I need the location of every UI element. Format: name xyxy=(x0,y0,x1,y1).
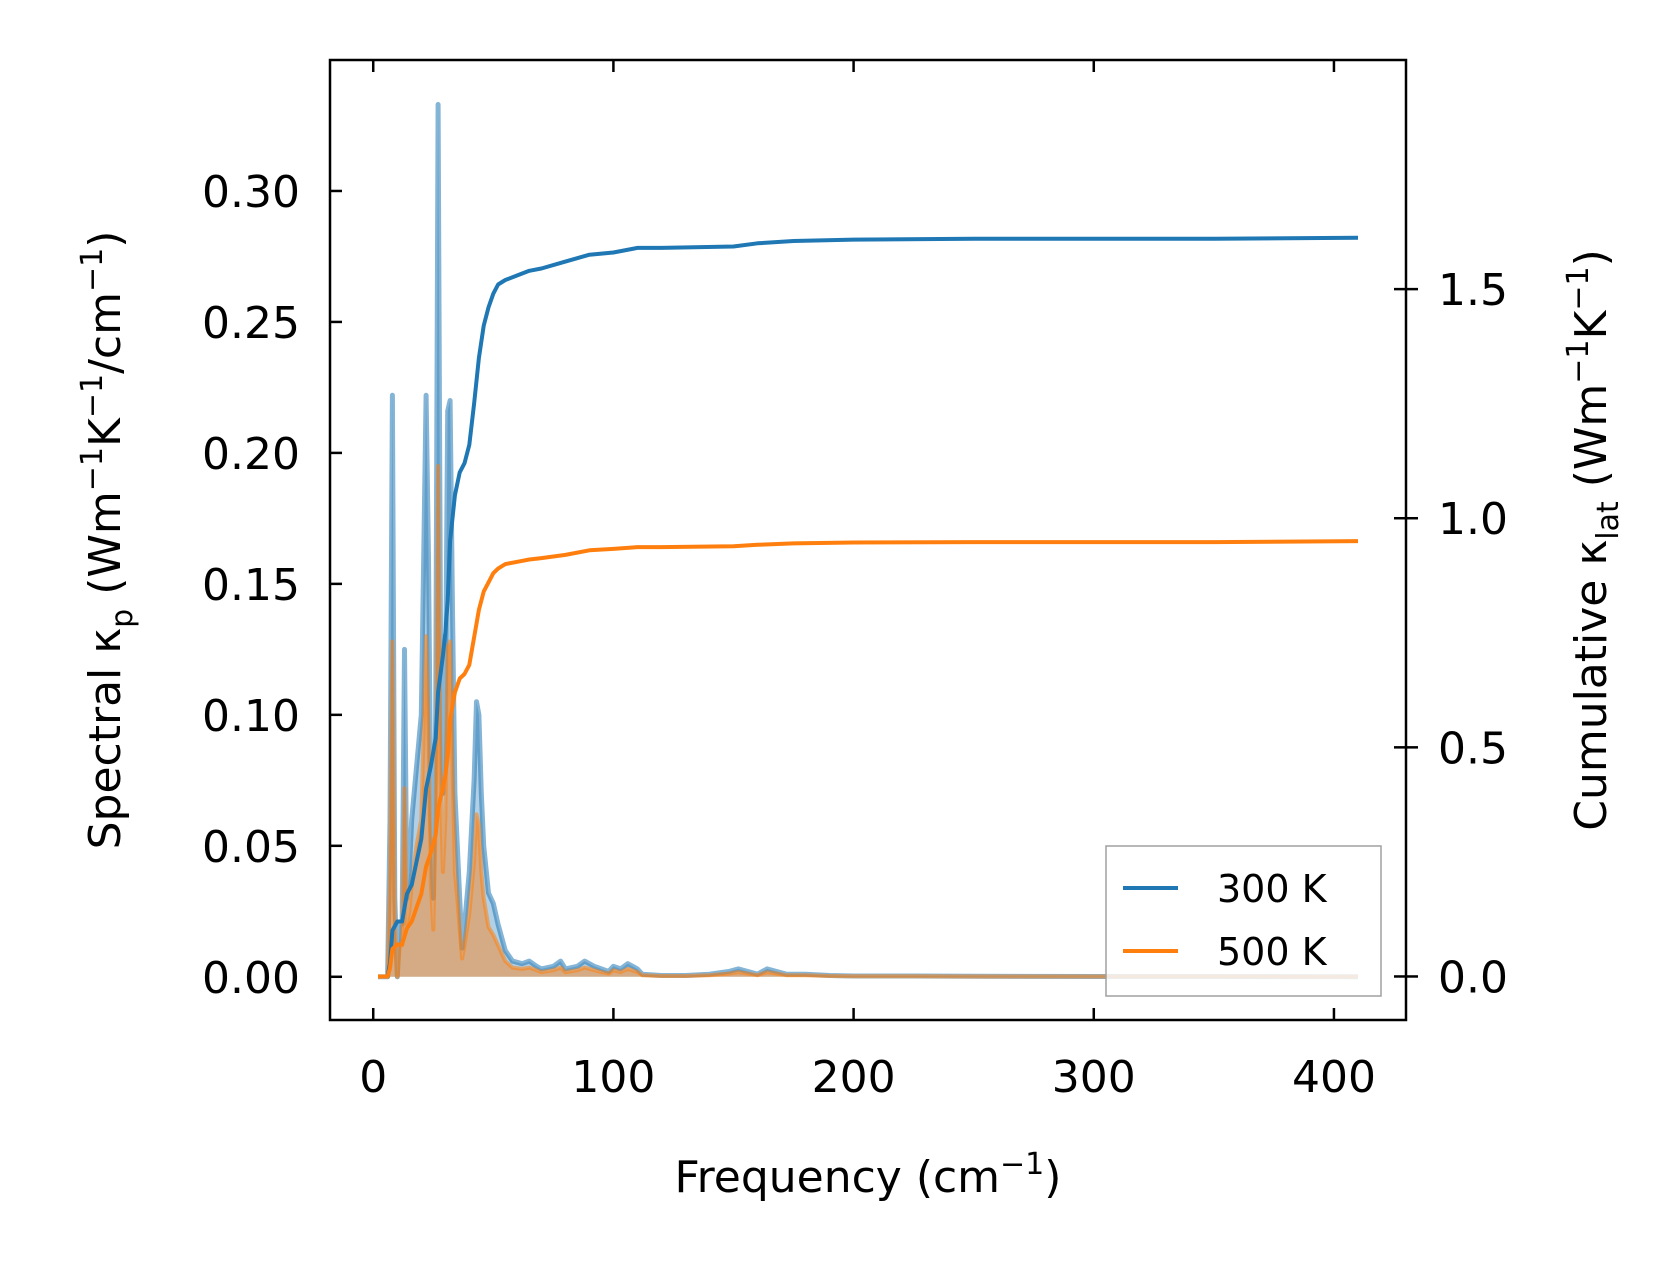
y-left-tick-label-0: 0.00 xyxy=(202,953,300,1004)
y-left-tick-label-4: 0.20 xyxy=(202,429,300,480)
x-axis-label-sup: −1 xyxy=(1000,1147,1044,1182)
ticks-layer: 0 100 200 300 400 0.00 0.05 0.10 0.15 0.20 0.25 0.3… xyxy=(202,60,1508,1103)
spectral-area-500k xyxy=(378,466,1358,977)
y-axis-left-label: Spectral κp (Wm−1K−1/cm−1) xyxy=(75,231,140,850)
x-tick-label-100: 100 xyxy=(571,1052,655,1103)
x-tick-label-200: 200 xyxy=(812,1052,896,1103)
y-right-tick-label-2: 1.0 xyxy=(1438,494,1508,545)
plot-frame xyxy=(328,58,1408,1022)
legend: 300 K 500 K xyxy=(1105,845,1382,997)
legend-label-300k: 300 K xyxy=(1217,867,1328,911)
legend-label-500k: 500 K xyxy=(1217,930,1328,974)
cumulative-line-500k xyxy=(378,539,1359,979)
y-axis-right-label: Cumulative κlat (Wm−1K−1) xyxy=(1561,249,1626,831)
spectral-line-500k xyxy=(378,464,1359,979)
y-left-tick-label-1: 0.05 xyxy=(202,822,300,873)
y-left-tick-label-5: 0.25 xyxy=(202,298,300,349)
cumulative-line-300k xyxy=(378,235,1359,979)
y-right-tick-label-0: 0.0 xyxy=(1438,952,1508,1003)
y-right-tick-label-1: 0.5 xyxy=(1438,723,1508,774)
spectral-area-300k xyxy=(378,104,1358,977)
y-right-tick-label-3: 1.5 xyxy=(1438,265,1508,316)
y-left-tick-label-2: 0.10 xyxy=(202,691,300,742)
x-axis-label: Frequency (cm−1) xyxy=(675,1147,1062,1203)
spectral-line-300k xyxy=(378,102,1359,980)
y-left-tick-label-3: 0.15 xyxy=(202,560,300,611)
x-tick-label-0: 0 xyxy=(359,1052,387,1103)
series-layer xyxy=(378,102,1359,980)
x-tick-label-400: 400 xyxy=(1292,1052,1376,1103)
legend-box xyxy=(1105,845,1382,997)
x-tick-label-300: 300 xyxy=(1052,1052,1136,1103)
y-left-tick-label-6: 0.30 xyxy=(202,167,300,218)
